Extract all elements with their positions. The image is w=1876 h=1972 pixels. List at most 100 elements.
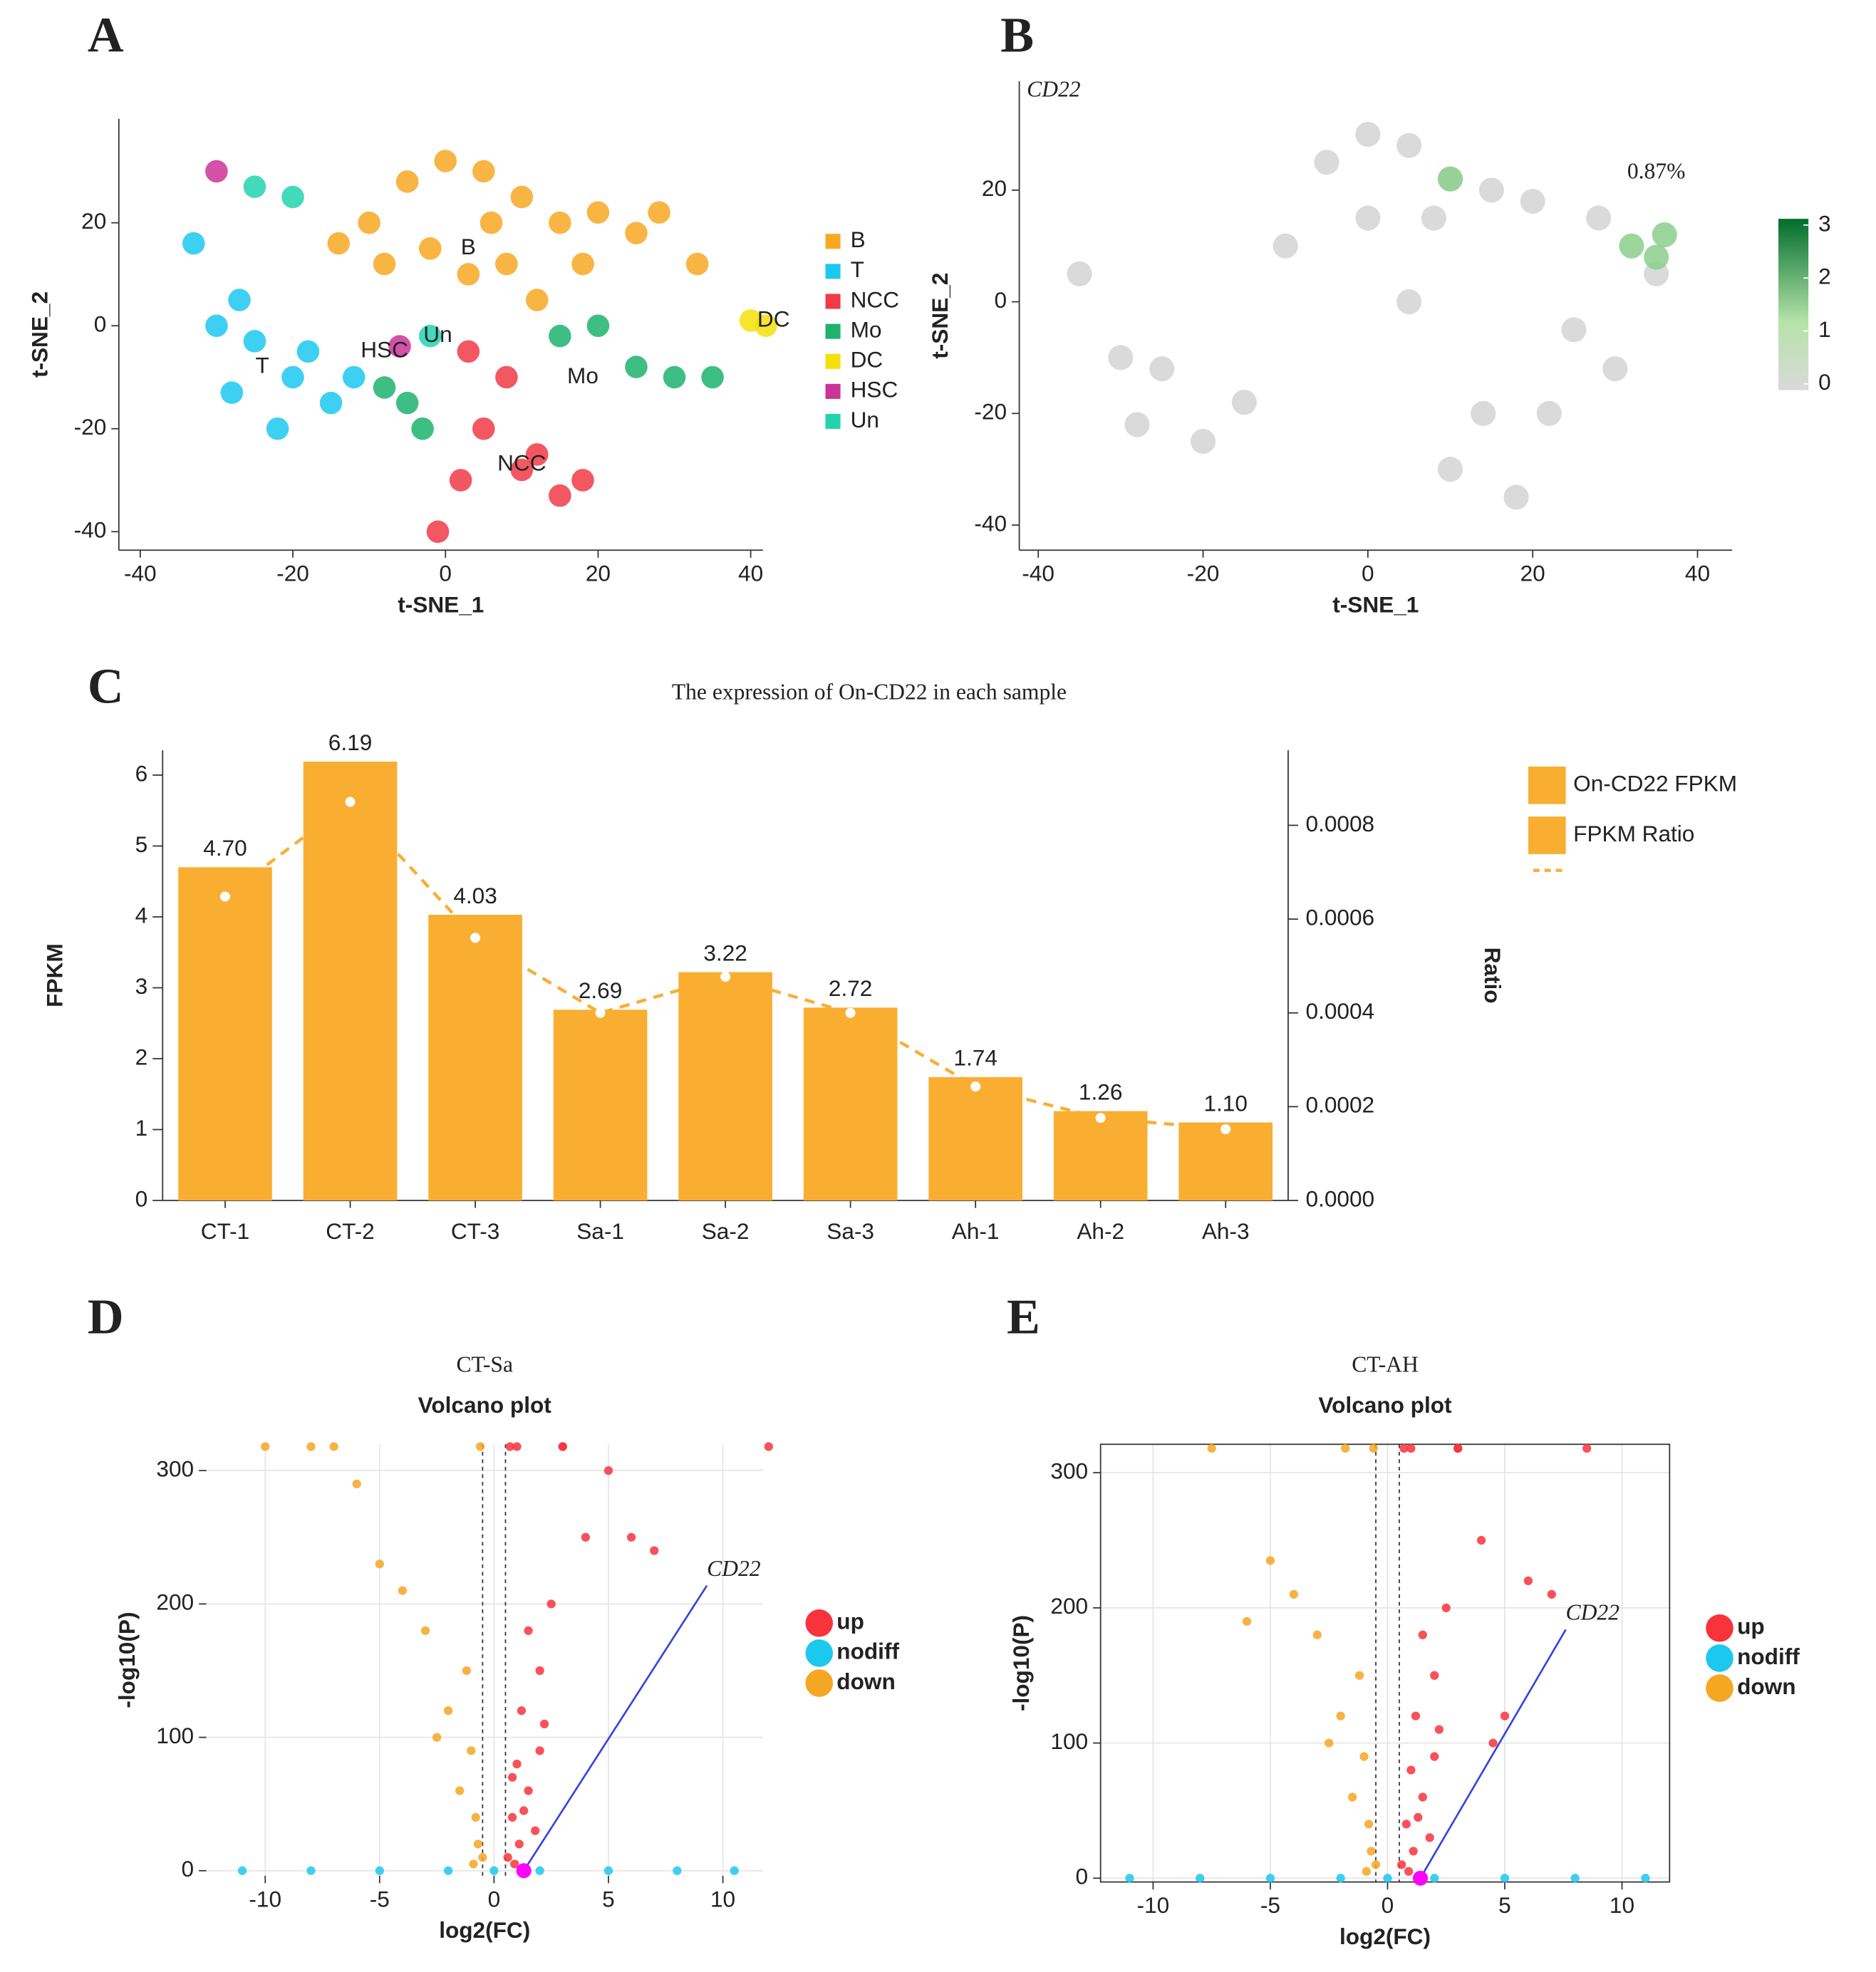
legend-swatch — [805, 1639, 834, 1667]
point — [1430, 1752, 1439, 1761]
subtitle: CT-AH — [1352, 1352, 1419, 1377]
point — [1421, 205, 1446, 231]
legend-label: up — [836, 1609, 864, 1634]
chart-title: The expression of On-CD22 in each sample — [672, 679, 1067, 704]
point — [1355, 121, 1381, 147]
point — [1430, 1874, 1439, 1883]
point — [266, 417, 289, 440]
point — [457, 263, 480, 286]
ratio-point — [1221, 1123, 1231, 1134]
legend-label: down — [1737, 1673, 1795, 1699]
value-label: 3.22 — [703, 940, 747, 965]
point — [1561, 317, 1587, 343]
y2-tick-label: 0.0002 — [1306, 1092, 1375, 1118]
point — [1619, 233, 1644, 259]
point — [1503, 484, 1529, 510]
point — [648, 201, 670, 224]
annotation-line — [1419, 1629, 1567, 1879]
ratio-point — [470, 933, 481, 943]
point — [457, 340, 480, 363]
point — [462, 1666, 471, 1676]
point — [419, 324, 442, 348]
x-tick-label: 0 — [1362, 561, 1374, 586]
point — [507, 1812, 517, 1822]
point — [764, 1442, 773, 1451]
point — [586, 314, 610, 338]
x-tick-label: Sa-3 — [826, 1218, 874, 1244]
point — [182, 232, 205, 255]
point — [673, 1866, 682, 1875]
point — [467, 1746, 476, 1755]
point — [1125, 1874, 1134, 1883]
point — [444, 1706, 453, 1716]
bar — [1053, 1111, 1148, 1201]
y-tick-label: 5 — [135, 831, 148, 857]
cluster-label: Un — [423, 321, 452, 347]
point — [1336, 1874, 1345, 1883]
point — [329, 1442, 338, 1451]
x-tick-label: 0 — [488, 1886, 501, 1911]
point — [1190, 428, 1216, 455]
point — [426, 520, 450, 544]
point — [1602, 356, 1628, 382]
point — [1396, 289, 1422, 315]
point — [1434, 1725, 1444, 1734]
point — [1364, 1820, 1374, 1829]
point — [1231, 390, 1257, 415]
point — [1652, 222, 1677, 248]
point — [1644, 244, 1669, 270]
point — [535, 1866, 544, 1875]
legend-label: On-CD22 FPKM — [1573, 771, 1737, 796]
point — [495, 365, 518, 389]
legend-swatch — [1528, 766, 1566, 804]
point — [1347, 1792, 1357, 1802]
x-tick-label: 0 — [1382, 1892, 1394, 1918]
panel-letter: C — [88, 659, 124, 715]
point — [1401, 1820, 1411, 1829]
point — [449, 469, 472, 492]
y-tick-label: 0 — [135, 1185, 148, 1211]
point — [444, 1866, 453, 1875]
legend-swatch — [825, 234, 841, 249]
point — [626, 1532, 636, 1542]
y-tick-label: 6 — [135, 760, 148, 786]
point — [1354, 1671, 1364, 1680]
chart-title: Volcano plot — [1318, 1392, 1452, 1418]
y2-axis-title: Ratio — [1480, 948, 1506, 1004]
point — [489, 1866, 499, 1875]
point — [375, 1866, 384, 1875]
y-axis-title: -log10(P) — [114, 1612, 140, 1708]
point — [281, 185, 304, 209]
legend-label: nodiff — [1737, 1644, 1800, 1669]
ratio-point — [595, 1007, 606, 1018]
bar — [678, 972, 772, 1201]
point — [1500, 1711, 1510, 1721]
x-tick-label: Ah-3 — [1202, 1218, 1250, 1244]
point — [296, 340, 320, 363]
x-axis-title: log2(FC) — [1339, 1924, 1431, 1949]
y-tick-label: 2 — [135, 1044, 148, 1069]
x-tick-label: CT-3 — [451, 1218, 499, 1244]
point — [1418, 1792, 1427, 1802]
legend-swatch — [805, 1669, 834, 1697]
x-tick-label: 5 — [1498, 1892, 1511, 1918]
point — [475, 1442, 485, 1451]
panel-letter: A — [88, 7, 124, 63]
y2-tick-label: 0.0000 — [1306, 1185, 1375, 1211]
panel-letter: D — [88, 1289, 124, 1344]
point — [306, 1866, 316, 1875]
legend-swatch — [1706, 1644, 1734, 1672]
point — [1149, 356, 1175, 382]
point — [419, 237, 442, 260]
point — [1404, 1867, 1414, 1876]
x-tick-label: -10 — [1137, 1892, 1170, 1918]
point — [1471, 400, 1496, 426]
point — [512, 1442, 522, 1451]
y-tick-label: 20 — [81, 208, 106, 234]
point — [1418, 1630, 1427, 1639]
y-tick-label: 100 — [1050, 1728, 1088, 1754]
point — [411, 417, 434, 440]
point — [243, 175, 266, 198]
legend-swatch — [805, 1609, 834, 1637]
point — [1312, 1630, 1322, 1639]
